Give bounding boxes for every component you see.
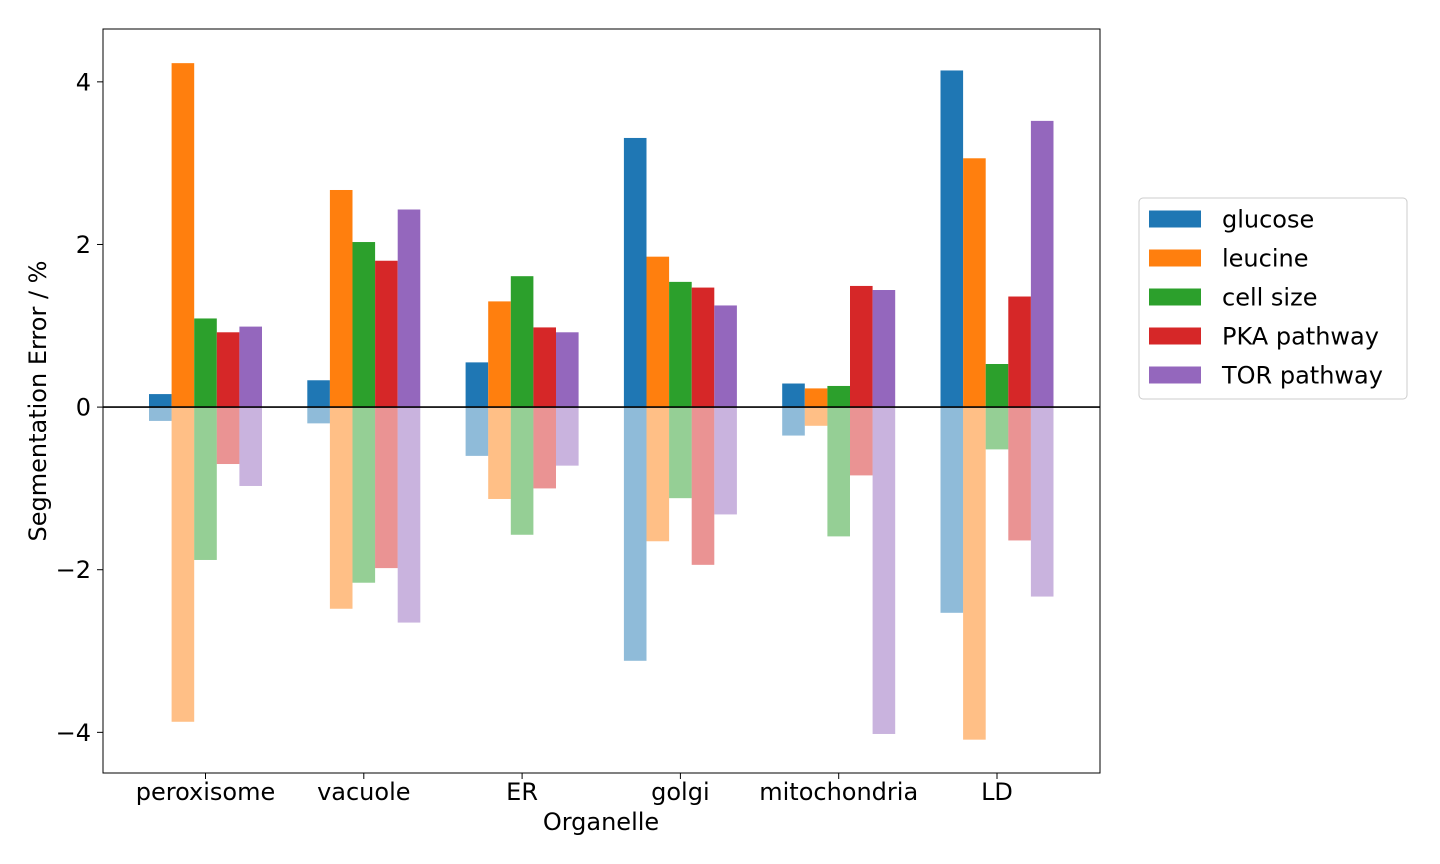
bar-cell-size-mitochondria-positive [827,385,850,408]
bar-pka-pathway-er-positive [533,327,556,408]
y-tick-label: 4 [76,68,91,96]
x-tick-label-peroxisome: peroxisome [136,778,276,806]
bar-leucine-peroxisome-positive [171,63,195,408]
bar-tor-pathway-ld-positive [1030,120,1054,408]
bar-pka-pathway-peroxisome-negative [216,407,240,465]
bar-cell-size-peroxisome-positive [194,318,217,408]
bar-leucine-ld-negative [963,407,986,740]
bar-glucose-peroxisome-positive [149,394,172,408]
y-tick-label: −4 [56,719,91,747]
bars-layer [149,63,1054,740]
bar-tor-pathway-mitochondria-negative [872,407,896,734]
y-tick-label: 0 [76,394,91,422]
bar-pka-pathway-golgi-negative [691,407,715,565]
y-tick-label: 2 [76,231,91,259]
bar-cell-size-vacuole-negative [352,407,376,583]
bar-leucine-golgi-positive [646,256,670,408]
bar-leucine-peroxisome-negative [171,407,195,722]
bar-cell-size-mitochondria-negative [827,407,850,537]
bar-pka-pathway-mitochondria-negative [850,407,873,476]
bar-tor-pathway-peroxisome-positive [239,326,262,408]
legend-box [1138,197,1408,400]
bar-pka-pathway-peroxisome-positive [216,332,240,408]
x-tick-label-vacuole: vacuole [317,778,410,806]
bar-glucose-mitochondria-negative [782,407,805,436]
legend-label-pka-pathway: PKA pathway [1222,323,1379,351]
bar-glucose-er-negative [465,407,489,456]
bar-glucose-vacuole-negative [307,407,330,424]
bar-leucine-vacuole-positive [329,189,353,408]
legend-label-cell-size: cell size [1222,284,1317,312]
bar-glucose-vacuole-positive [307,380,330,408]
bar-pka-pathway-vacuole-negative [375,407,398,569]
legend-label-leucine: leucine [1222,245,1308,273]
x-tick-label-ld: LD [981,778,1013,806]
plot-frame [102,28,1101,774]
bar-cell-size-golgi-positive [669,281,692,408]
bar-tor-pathway-peroxisome-negative [239,407,262,486]
bar-pka-pathway-ld-negative [1008,407,1031,541]
legend-swatch-glucose [1149,210,1201,228]
bar-tor-pathway-vacuole-negative [397,407,421,623]
bar-glucose-ld-positive [940,70,964,408]
bar-tor-pathway-er-negative [556,407,579,466]
legend-label-glucose: glucose [1222,206,1314,234]
bar-leucine-mitochondria-negative [804,407,828,426]
bar-pka-pathway-mitochondria-positive [850,285,873,408]
bar-pka-pathway-ld-positive [1008,296,1031,408]
y-axis-title: Segmentation Error / % [24,261,52,542]
legend: glucose leucine cell size PKA pathway TOR pa… [1138,197,1408,400]
bar-tor-pathway-vacuole-positive [397,209,421,408]
bar-glucose-er-positive [465,362,489,408]
bar-glucose-golgi-positive [623,137,647,408]
x-tick-label-er: ER [506,778,538,806]
bar-tor-pathway-ld-negative [1030,407,1054,597]
bar-tor-pathway-golgi-negative [714,407,737,515]
y-tick-label: −2 [56,556,91,584]
bar-cell-size-vacuole-positive [352,242,376,408]
legend-swatch-pka-pathway [1149,327,1201,345]
bar-leucine-mitochondria-positive [804,388,828,408]
bar-pka-pathway-vacuole-positive [375,260,398,408]
bar-pka-pathway-er-negative [533,407,556,489]
bar-cell-size-peroxisome-negative [194,407,217,560]
bar-tor-pathway-er-positive [556,332,579,408]
bar-tor-pathway-mitochondria-positive [872,290,896,408]
bar-cell-size-ld-positive [985,364,1009,408]
bar-leucine-vacuole-negative [329,407,353,609]
bar-glucose-ld-negative [940,407,964,613]
x-tick-label-golgi: golgi [651,778,710,806]
bar-leucine-er-negative [488,407,511,499]
legend-swatch-cell-size [1149,288,1201,306]
x-axis-title: Organelle [543,808,659,836]
bar-glucose-golgi-negative [623,407,647,661]
bar-pka-pathway-golgi-positive [691,287,715,408]
bar-glucose-peroxisome-negative [149,407,172,421]
bar-tor-pathway-golgi-positive [714,305,737,408]
bar-cell-size-er-negative [510,407,534,535]
bar-leucine-golgi-negative [646,407,670,542]
x-tick-label-mitochondria: mitochondria [759,778,918,806]
legend-swatch-leucine [1149,249,1201,267]
bar-cell-size-golgi-negative [669,407,692,499]
legend-swatch-tor-pathway [1149,366,1201,384]
bar-leucine-er-positive [488,301,511,408]
axes-layer: 4 2 0 −2 −4 peroxisome vacuole ER golgi mitochond… [56,28,1101,806]
legend-label-tor-pathway: TOR pathway [1221,362,1383,390]
bar-leucine-ld-positive [963,158,986,408]
bar-cell-size-ld-negative [985,407,1009,450]
bar-cell-size-er-positive [510,276,534,408]
bar-glucose-mitochondria-positive [782,383,805,408]
